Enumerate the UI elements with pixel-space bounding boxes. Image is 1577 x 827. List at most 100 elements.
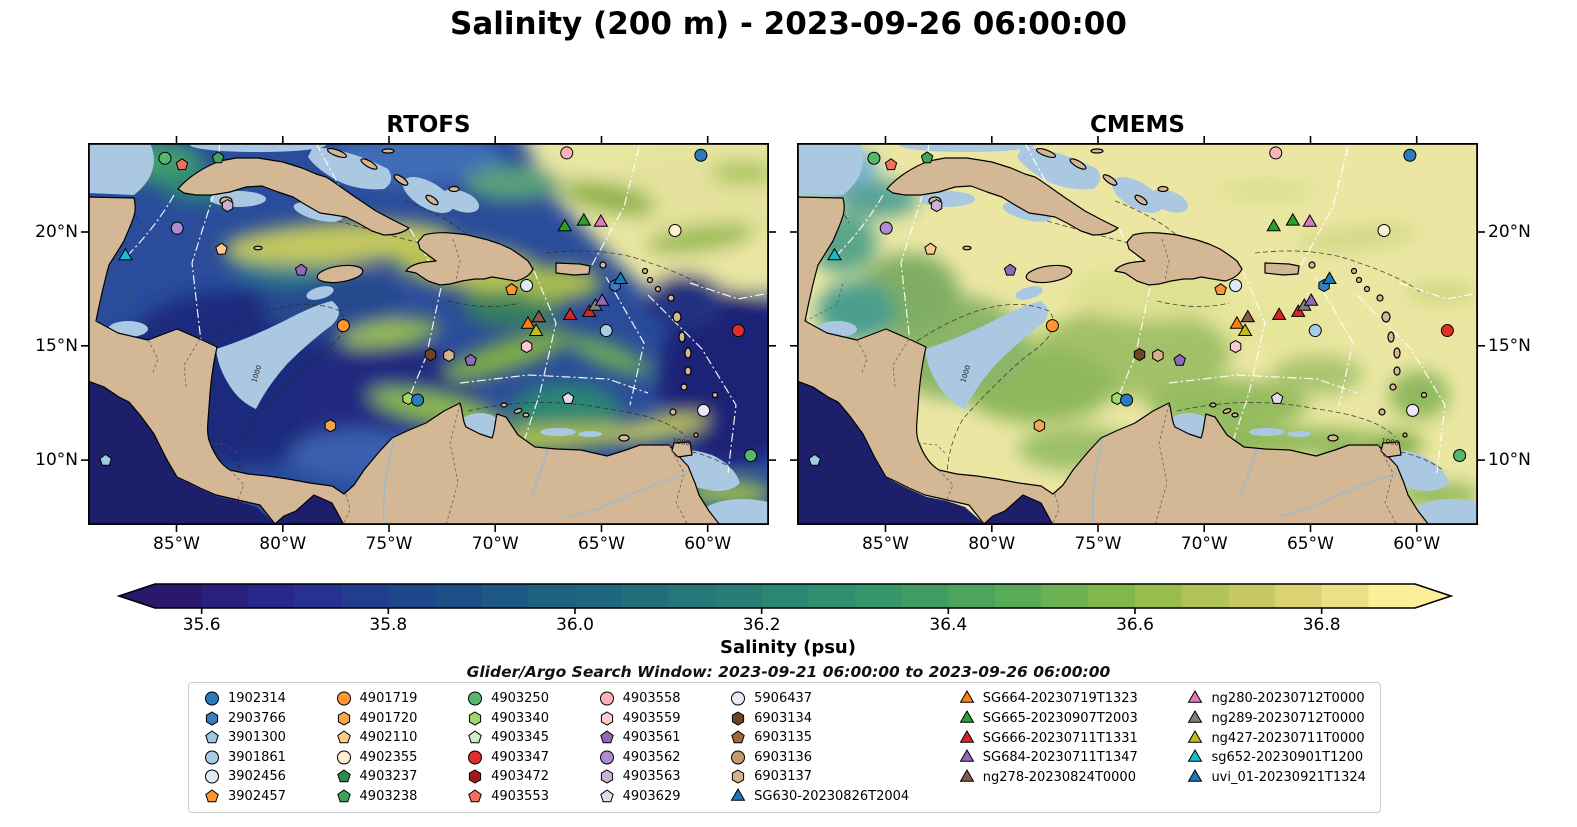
map-marker <box>808 453 821 466</box>
map-marker <box>1133 348 1146 362</box>
map-marker <box>1120 393 1134 407</box>
legend-item: SG664-20230719T1323 <box>958 689 1138 709</box>
legend-label: 4903558 <box>622 691 681 707</box>
map-marker <box>613 271 628 284</box>
lon-tick-label: 85°W <box>153 534 200 554</box>
observation-markers <box>808 146 1467 466</box>
map-marker <box>520 315 536 329</box>
lon-tick-label: 75°W <box>1074 534 1122 554</box>
lon-tick-label: 80°W <box>968 534 1016 554</box>
pentagon-marker-icon <box>336 769 351 783</box>
legend-item: 4903562 <box>598 748 681 768</box>
legend-label: 4903340 <box>491 710 549 726</box>
legend-item: ng289-20230712T0000 <box>1186 709 1365 729</box>
legend-label: 4903553 <box>491 788 549 804</box>
legend-label: 4903559 <box>622 710 681 726</box>
circle-marker-icon <box>731 750 746 765</box>
map-marker <box>175 158 189 171</box>
legend-label: 4901720 <box>359 710 418 726</box>
map-marker <box>520 340 533 354</box>
legend-label: 1902314 <box>228 691 286 707</box>
map-marker <box>1303 292 1319 306</box>
map-marker <box>1302 214 1318 227</box>
map-marker <box>599 324 613 338</box>
triangle-marker-icon <box>1188 690 1203 704</box>
hexagon-marker-icon <box>337 711 350 726</box>
map-marker <box>531 309 547 323</box>
legend-item: 6903137 <box>729 767 909 787</box>
circle-marker-icon <box>205 691 219 706</box>
legend-item: 4903559 <box>598 709 681 729</box>
map-marker <box>1453 448 1467 462</box>
legend-item: 4903250 <box>466 689 549 709</box>
map-marker <box>520 278 534 292</box>
lon-tick-label: 65°W <box>577 534 625 554</box>
map-marker <box>1152 348 1164 362</box>
legend-item: SG630-20230826T2004 <box>729 787 909 807</box>
legend-item: 4903558 <box>598 689 681 709</box>
panel-title-cmems: CMEMS <box>1090 112 1185 138</box>
colorbar-tick-label: 36.4 <box>929 615 968 635</box>
map-marker <box>1173 353 1186 366</box>
legend-item: 4903237 <box>335 767 417 787</box>
legend-item: uvi_01-20230921T1324 <box>1186 768 1366 788</box>
triangle-marker-icon <box>1188 710 1203 723</box>
lat-tick-label: 10°N <box>1488 450 1531 471</box>
legend-label: 4903563 <box>622 769 681 785</box>
legend-label: 4903250 <box>491 691 549 707</box>
map-marker <box>1308 324 1322 338</box>
legend-label: 6903135 <box>754 730 813 746</box>
legend-label: 6903137 <box>754 769 813 785</box>
legend-item: SG684-20230711T1347 <box>958 748 1138 768</box>
map-marker <box>879 221 893 235</box>
map-marker <box>1214 283 1227 295</box>
legend-item: sg652-20230901T1200 <box>1186 748 1365 768</box>
map-marker <box>294 263 308 276</box>
map-marker <box>1322 271 1337 284</box>
map-marker <box>118 247 133 261</box>
legend-item: 3901861 <box>203 748 286 768</box>
colorbar-tick-label: 36.6 <box>1116 615 1154 635</box>
legend-label: 4903347 <box>491 749 549 765</box>
legend-column: 1902314 2903766 3901300 3901861 3902456 39024… <box>203 689 286 806</box>
lat-tick-label: 20°N <box>1488 222 1531 242</box>
legend-label: SG664-20230719T1323 <box>982 691 1138 707</box>
map-marker <box>411 393 425 407</box>
map-marker <box>221 199 234 213</box>
legend-item: 3902456 <box>203 767 286 787</box>
pentagon-marker-icon <box>599 730 614 744</box>
legend-label: uvi_01-20230921T1324 <box>1211 770 1366 786</box>
legend-column: 5906437 6903134 6903135 6903136 6903137 SG630… <box>729 689 909 806</box>
map-marker <box>1270 391 1284 404</box>
triangle-marker-icon <box>1188 749 1203 763</box>
lon-tick-label: 75°W <box>365 534 413 554</box>
legend-label: 4902110 <box>359 730 418 746</box>
legend-label: 5906437 <box>754 691 813 707</box>
legend-item: 6903134 <box>729 709 909 729</box>
legend-label: 4901719 <box>359 691 418 707</box>
legend-item: 4903563 <box>598 767 681 787</box>
map-panel-rtofs: 1000 1000 <box>81 136 776 532</box>
legend-item: 4902355 <box>335 748 417 768</box>
legend-item: SG665-20230907T2003 <box>958 709 1138 729</box>
hexagon-marker-icon <box>600 769 613 784</box>
map-marker <box>594 292 610 306</box>
map-marker <box>744 448 758 462</box>
map-marker <box>576 212 592 226</box>
map-marker <box>924 242 937 255</box>
triangle-marker-icon <box>959 729 975 743</box>
pentagon-marker-icon <box>205 789 219 803</box>
circle-marker-icon <box>205 769 219 784</box>
pentagon-marker-icon <box>468 789 482 803</box>
map-marker <box>731 324 745 338</box>
map-marker <box>1403 148 1417 162</box>
legend-label: 3902456 <box>228 769 286 785</box>
map-marker <box>424 348 437 362</box>
map-marker <box>1266 218 1282 232</box>
legend-column: 4903250 4903340 4903345 4903347 4903472 49035… <box>466 689 549 806</box>
map-marker <box>1290 304 1306 317</box>
map-marker <box>1003 263 1017 276</box>
circle-marker-icon <box>468 691 483 706</box>
